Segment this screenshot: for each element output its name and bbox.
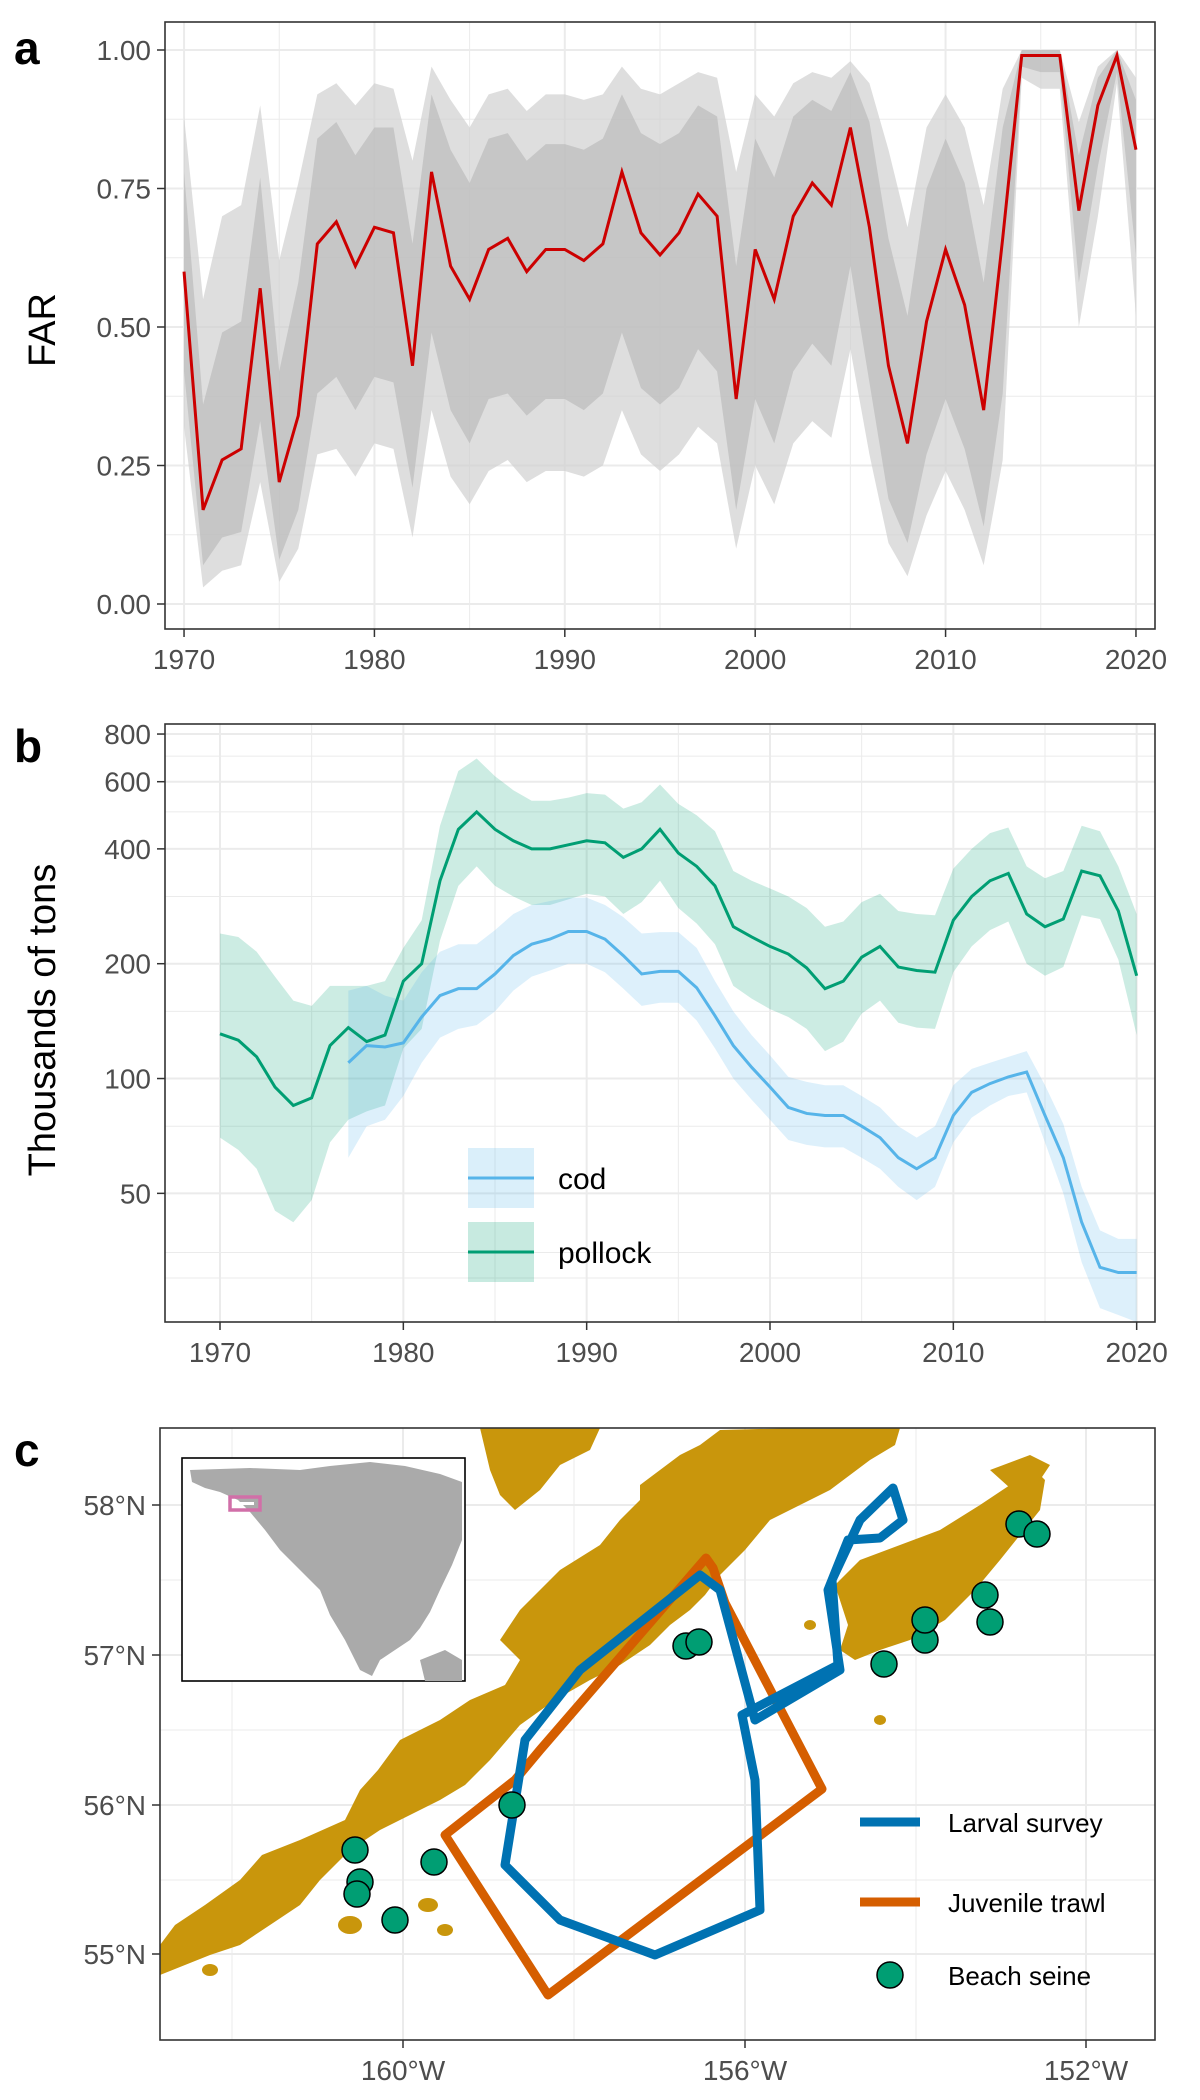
b-x-tick-label: 2010: [922, 1337, 984, 1368]
panel-a-border: [164, 21, 1156, 630]
a-y-tick-label: 0.25: [97, 451, 152, 482]
a-y-tick-label: 0.50: [97, 312, 152, 343]
north-america-land: [190, 1462, 462, 1676]
legend-beach-key: [876, 1961, 904, 1989]
beach-seine-site: [420, 1848, 448, 1876]
south-america-tip: [420, 1650, 462, 1681]
legend-pollock-label: pollock: [558, 1237, 652, 1270]
beach-seine-site: [976, 1608, 1004, 1636]
a-x-tick-label: 1980: [343, 644, 405, 675]
a-inner-band: [184, 50, 1136, 566]
a-x-tick-label: 2020: [1105, 644, 1167, 675]
a-y-tick-label: 0.75: [97, 174, 152, 205]
map-content: [160, 1428, 1051, 2000]
lat-label-58: 58°N: [83, 1490, 146, 1521]
panel-a-far-chart: 1970 1980 1990 2000 2010 2020 0.00 0.25 0.50 0.7…: [22, 21, 1167, 675]
island-2: [418, 1898, 438, 1912]
b-x-tick-label: 1970: [189, 1337, 251, 1368]
beach-seine-site: [343, 1880, 371, 1908]
beach-seine-site: [911, 1606, 939, 1634]
panel-b-legend: cod pollock: [468, 1148, 652, 1282]
panel-letter-b: b: [14, 720, 42, 772]
far-series-line: [182, 50, 1138, 511]
cod-series-line: [347, 929, 1137, 1275]
study-area-marker: [228, 1495, 262, 1512]
legend-cod-label: cod: [558, 1163, 606, 1196]
lon-label-152: 152°W: [1044, 2055, 1129, 2086]
map-border: [159, 1427, 1156, 2041]
lat-label-56: 56°N: [83, 1790, 146, 1821]
panel-b-plot-area: [165, 724, 1155, 1322]
a-y-tick-label: 1.00: [97, 35, 152, 66]
panel-b-biomass-chart: 1970 1980 1990 2000 2010 2020 50 100 200 400 600 8…: [22, 719, 1168, 1368]
panel-a-x-axis: 1970 1980 1990 2000 2010 2020: [153, 629, 1167, 675]
panel-a-y-axis-label: FAR: [22, 293, 64, 367]
b-y-tick-label: 600: [104, 767, 151, 798]
beach-seine-site: [971, 1581, 999, 1609]
b-y-tick-label: 200: [104, 949, 151, 980]
pollock-series-line: [219, 809, 1139, 1108]
panel-b-grid: [165, 724, 1155, 1322]
panel-letter-c: c: [14, 1424, 40, 1476]
beach-seine-site: [1023, 1520, 1051, 1548]
beach-seine-points: [341, 1510, 1051, 1934]
map-lon-axis: 160°W 156°W 152°W: [361, 2040, 1129, 2086]
map-legend: Larval survey Juvenile trawl Beach seine: [860, 1808, 1106, 1991]
cod-band: [348, 897, 1137, 1322]
b-x-tick-label: 2000: [739, 1337, 801, 1368]
island-3: [437, 1924, 453, 1936]
afognak-island-land: [990, 1455, 1050, 1488]
panel-b-border: [164, 723, 1156, 1323]
b-y-tick-label: 800: [104, 719, 151, 750]
lon-label-160: 160°W: [361, 2055, 446, 2086]
island-4: [202, 1964, 218, 1976]
b-y-tick-label: 50: [120, 1178, 151, 1209]
a-x-tick-label: 1990: [534, 644, 596, 675]
beach-seine-site: [498, 1791, 526, 1819]
a-x-tick-label: 2000: [724, 644, 786, 675]
legend-larval-label: Larval survey: [948, 1808, 1103, 1838]
b-x-tick-label: 1980: [372, 1337, 434, 1368]
panel-b-y-axis-label: Thousands of tons: [22, 864, 64, 1177]
b-y-tick-label: 100: [104, 1064, 151, 1095]
panel-b-bands: [220, 758, 1137, 1322]
inset-map: [181, 1457, 466, 1682]
alaska-mainland-north: [480, 1428, 600, 1510]
map-lat-axis: 55°N 56°N 57°N 58°N: [83, 1490, 160, 1970]
lat-label-55: 55°N: [83, 1939, 146, 1970]
island-6: [804, 1620, 816, 1630]
island-1: [338, 1916, 362, 1934]
legend-juvenile-label: Juvenile trawl: [948, 1888, 1106, 1918]
beach-seine-site: [685, 1628, 713, 1656]
panel-b-lines: [219, 809, 1139, 1275]
b-x-tick-label: 2020: [1106, 1337, 1168, 1368]
lat-label-57: 57°N: [83, 1640, 146, 1671]
b-x-tick-label: 1990: [556, 1337, 618, 1368]
b-y-tick-label: 400: [104, 834, 151, 865]
legend-beach-label: Beach seine: [948, 1961, 1091, 1991]
study-area-marker-fill: [236, 1502, 254, 1505]
a-y-tick-label: 0.00: [97, 589, 152, 620]
a-x-tick-label: 2010: [914, 644, 976, 675]
panel-a-far-line: [182, 50, 1138, 511]
panel-b-x-axis: 1970 1980 1990 2000 2010 2020: [189, 1322, 1168, 1368]
larval-survey-polygon: [500, 1483, 908, 1960]
island-5: [874, 1715, 886, 1725]
lon-label-156: 156°W: [703, 2055, 788, 2086]
panel-b-y-axis: 50 100 200 400 600 800: [104, 719, 165, 1209]
panel-a-bands: [184, 50, 1136, 588]
pollock-band: [220, 758, 1137, 1223]
beach-seine-site: [870, 1650, 898, 1678]
kodiak-island-land: [835, 1470, 1045, 1660]
panel-c-map: Larval survey Juvenile trawl Beach seine…: [83, 1427, 1156, 2086]
panel-letter-a: a: [14, 22, 40, 74]
panel-a-y-axis: 0.00 0.25 0.50 0.75 1.00: [97, 35, 165, 620]
beach-seine-site: [341, 1836, 369, 1864]
beach-seine-site: [381, 1906, 409, 1934]
a-x-tick-label: 1970: [153, 644, 215, 675]
